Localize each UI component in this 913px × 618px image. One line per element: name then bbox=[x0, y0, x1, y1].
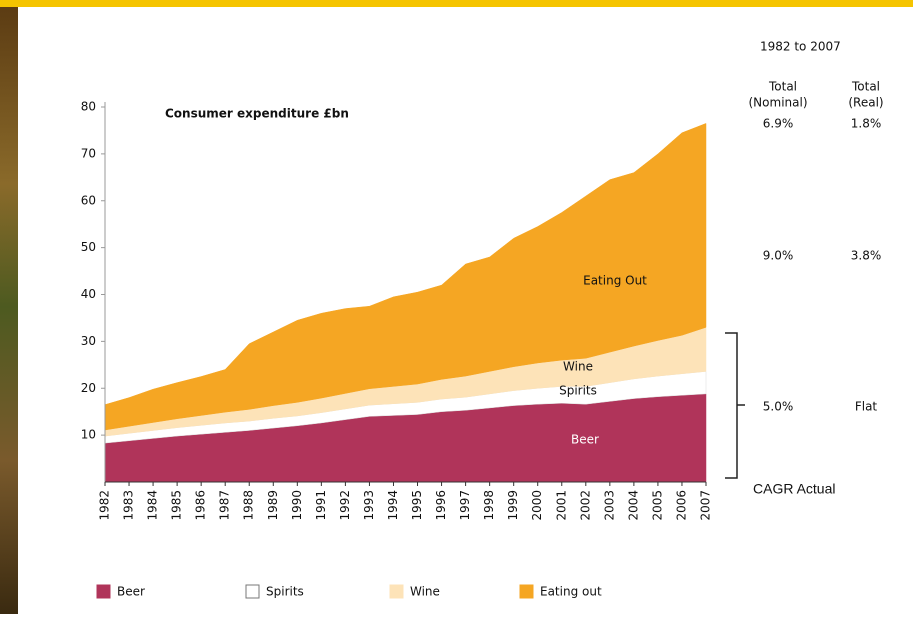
x-tick-label: 1997 bbox=[458, 490, 472, 521]
y-tick-label: 10 bbox=[81, 428, 96, 442]
x-tick-label: 2006 bbox=[674, 490, 688, 521]
cagr-note: CAGR Actual bbox=[753, 481, 835, 497]
table-header: (Real) bbox=[848, 96, 883, 110]
x-tick-label: 1989 bbox=[266, 490, 280, 521]
x-tick-label: 2003 bbox=[602, 490, 616, 521]
x-tick-label: 1992 bbox=[338, 490, 352, 521]
y-tick-label: 20 bbox=[81, 381, 96, 395]
table-header: (Nominal) bbox=[749, 96, 808, 110]
x-tick-label: 1994 bbox=[386, 490, 400, 521]
legend-label: Beer bbox=[117, 585, 145, 599]
x-tick-label: 1987 bbox=[218, 490, 232, 521]
period: 1982 to 2007 bbox=[760, 40, 841, 54]
chart-title: Consumer expenditure £bn bbox=[165, 107, 349, 121]
y-tick-label: 40 bbox=[81, 287, 96, 301]
table-cell: 3.8% bbox=[851, 249, 882, 263]
x-tick-label: 1988 bbox=[242, 490, 256, 521]
x-tick-label: 2007 bbox=[699, 490, 713, 521]
legend-label: Eating out bbox=[540, 585, 602, 599]
table-cell: 6.9% bbox=[763, 117, 794, 131]
table-cell: 5.0% bbox=[763, 400, 794, 414]
y-tick-label: 70 bbox=[81, 146, 96, 160]
y-tick-label: 80 bbox=[81, 100, 96, 114]
photo-strip bbox=[0, 0, 18, 614]
table-header: Total bbox=[851, 80, 880, 94]
legend-label: Spirits bbox=[266, 585, 304, 599]
top-border bbox=[0, 0, 913, 7]
table-cell: Flat bbox=[855, 400, 878, 414]
x-tick-label: 2005 bbox=[650, 490, 664, 521]
x-tick-label: 1983 bbox=[122, 490, 136, 521]
area-label: Wine bbox=[563, 360, 593, 374]
x-tick-label: 2002 bbox=[578, 490, 592, 521]
x-tick-label: 1990 bbox=[290, 490, 304, 521]
area-label: Eating Out bbox=[583, 274, 647, 288]
y-tick-label: 50 bbox=[81, 240, 96, 254]
x-tick-label: 1995 bbox=[410, 490, 424, 521]
x-tick-label: 1985 bbox=[170, 490, 184, 521]
legend-swatch bbox=[245, 584, 260, 599]
x-tick-label: 1982 bbox=[98, 490, 112, 521]
x-tick-label: 2001 bbox=[554, 490, 568, 521]
x-tick-label: 1993 bbox=[362, 490, 376, 521]
x-tick-label: 1996 bbox=[434, 490, 448, 521]
area-3 bbox=[104, 123, 707, 431]
legend-swatch bbox=[519, 584, 534, 599]
x-tick-label: 1986 bbox=[194, 490, 208, 521]
table-cell: 1.8% bbox=[851, 117, 882, 131]
legend-swatch bbox=[96, 584, 111, 599]
legend-label: Wine bbox=[410, 585, 440, 599]
x-tick-label: 1998 bbox=[482, 490, 496, 521]
legend-swatch bbox=[389, 584, 404, 599]
bracket bbox=[725, 332, 745, 479]
x-tick-label: 1984 bbox=[146, 490, 160, 521]
area-label: Spirits bbox=[559, 384, 597, 398]
x-tick-label: 2004 bbox=[626, 490, 640, 521]
x-tick-label: 1999 bbox=[506, 490, 520, 521]
y-tick-label: 60 bbox=[81, 193, 96, 207]
y-tick-label: 30 bbox=[81, 334, 96, 348]
x-tick-label: 2000 bbox=[530, 490, 544, 521]
area-label: Beer bbox=[571, 433, 599, 447]
table-cell: 9.0% bbox=[763, 249, 794, 263]
table-header: Total bbox=[768, 80, 797, 94]
x-tick-label: 1991 bbox=[314, 490, 328, 521]
